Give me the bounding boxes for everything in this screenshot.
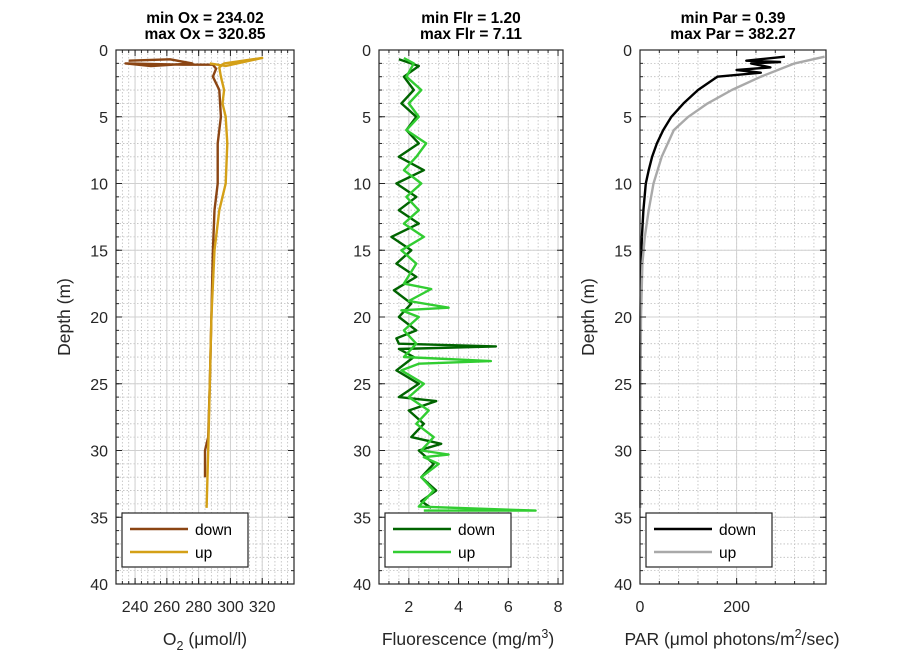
y-axis-label: Depth (m) xyxy=(578,278,598,356)
x-tick-label: 300 xyxy=(217,599,244,616)
x-tick-label: 200 xyxy=(723,599,750,616)
legend-label-down: down xyxy=(195,522,232,539)
series-line-up xyxy=(205,56,264,508)
x-tick-label: 4 xyxy=(454,599,463,616)
y-tick-label: 25 xyxy=(90,377,108,394)
y-tick-label: 25 xyxy=(353,377,371,394)
y-tick-label: 0 xyxy=(362,43,371,60)
y-tick-label: 0 xyxy=(623,43,632,60)
y-tick-label: 35 xyxy=(90,510,108,527)
ticks xyxy=(378,49,563,585)
legend: down up xyxy=(645,512,773,568)
series-line-down xyxy=(390,58,498,509)
y-tick-label: 15 xyxy=(614,243,632,260)
series-line-up xyxy=(400,56,537,512)
legend-label-down: down xyxy=(719,522,756,539)
legend-box xyxy=(645,512,773,568)
y-tick-label: 20 xyxy=(90,310,108,327)
x-tick-label: 0 xyxy=(636,599,645,616)
legend-label-up: up xyxy=(195,545,212,562)
legend-label-up: up xyxy=(458,545,475,562)
y-tick-label: 5 xyxy=(623,110,632,127)
y-tick-label: 15 xyxy=(90,243,108,260)
y-tick-label: 40 xyxy=(90,577,108,594)
y-tick-label: 40 xyxy=(353,577,371,594)
x-tick-label: 320 xyxy=(249,599,276,616)
chart-title: min Par = 0.39 xyxy=(681,10,786,27)
y-tick-label: 30 xyxy=(90,444,108,461)
y-tick-label: 30 xyxy=(614,444,632,461)
y-tick-label: 35 xyxy=(353,510,371,527)
legend-box xyxy=(384,512,512,568)
y-tick-label: 25 xyxy=(614,377,632,394)
y-tick-label: 0 xyxy=(99,43,108,60)
x-axis-label: Fluorescence (mg/m3) xyxy=(382,627,554,649)
y-tick-label: 5 xyxy=(99,110,108,127)
x-tick-label: 8 xyxy=(554,599,563,616)
chart-title: max Par = 382.27 xyxy=(670,26,795,43)
x-tick-label: 260 xyxy=(154,599,181,616)
legend: down up xyxy=(121,512,249,568)
y-tick-label: 10 xyxy=(614,177,632,194)
chart-title: min Flr = 1.20 xyxy=(421,10,521,27)
panel-1: 0 5 10 15 20 25 30 35 40 240 260 280 300 320 min Ox = … xyxy=(54,10,295,653)
ticks xyxy=(639,49,826,585)
x-axis-label: PAR (μmol photons/m2/sec) xyxy=(624,627,839,649)
y-axis-label: Depth (m) xyxy=(54,278,74,356)
y-tick-label: 5 xyxy=(362,110,371,127)
x-tick-label: 240 xyxy=(122,599,149,616)
x-axis-label: O2 (μmol/l) xyxy=(163,629,247,653)
y-tick-label: 20 xyxy=(614,310,632,327)
x-tick-label: 2 xyxy=(404,599,413,616)
chart-title: max Ox = 320.85 xyxy=(144,26,265,43)
y-tick-label: 30 xyxy=(353,444,371,461)
x-tick-label: 6 xyxy=(504,599,513,616)
legend-box xyxy=(121,512,249,568)
y-tick-label: 15 xyxy=(353,243,371,260)
legend-label-down: down xyxy=(458,522,495,539)
ticks xyxy=(115,49,295,585)
x-tick-label: 280 xyxy=(185,599,212,616)
series-line-up xyxy=(639,55,825,508)
legend-label-up: up xyxy=(719,545,736,562)
legend: down up xyxy=(384,512,512,568)
chart-title: min Ox = 234.02 xyxy=(146,10,264,27)
y-tick-label: 20 xyxy=(353,310,371,327)
y-tick-label: 10 xyxy=(90,177,108,194)
y-tick-label: 35 xyxy=(614,510,632,527)
y-tick-label: 10 xyxy=(353,177,371,194)
chart-title: max Flr = 7.11 xyxy=(420,26,522,43)
y-tick-label: 40 xyxy=(614,577,632,594)
